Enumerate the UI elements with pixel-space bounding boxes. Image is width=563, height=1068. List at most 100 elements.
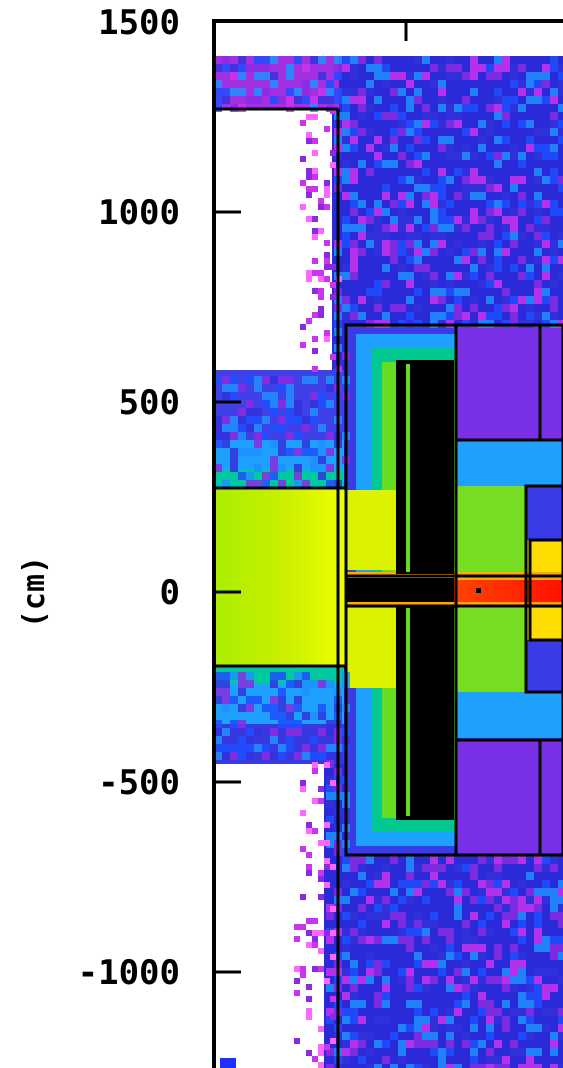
noise-pixel <box>470 216 478 224</box>
noise-pixel <box>510 64 518 72</box>
noise-pixel <box>382 904 390 912</box>
noise-pixel <box>446 64 454 72</box>
noise-pixel <box>470 128 478 136</box>
noise-pixel <box>286 376 294 384</box>
noise-pixel <box>262 432 270 440</box>
noise-pixel <box>478 192 486 200</box>
noise-pixel <box>478 880 486 888</box>
heatmap-field <box>214 56 563 1068</box>
noise-pixel <box>358 1016 366 1024</box>
noise-pixel <box>454 880 462 888</box>
noise-pixel <box>406 80 414 88</box>
noise-pixel <box>214 688 222 696</box>
noise-pixel <box>326 1048 334 1056</box>
noise-pixel <box>350 248 358 256</box>
edge-speckle <box>318 930 324 936</box>
noise-pixel <box>430 960 438 968</box>
noise-pixel <box>294 448 302 456</box>
noise-pixel <box>470 952 478 960</box>
noise-pixel <box>542 896 550 904</box>
noise-pixel <box>494 200 502 208</box>
noise-pixel <box>238 688 246 696</box>
noise-pixel <box>526 296 534 304</box>
noise-pixel <box>310 376 318 384</box>
noise-pixel <box>326 832 334 840</box>
noise-pixel <box>430 1048 438 1056</box>
noise-pixel <box>470 896 478 904</box>
noise-pixel <box>494 56 502 64</box>
noise-pixel <box>534 904 542 912</box>
noise-pixel <box>382 1016 390 1024</box>
noise-pixel <box>302 416 310 424</box>
noise-pixel <box>390 224 398 232</box>
noise-pixel <box>318 448 326 456</box>
noise-pixel <box>358 928 366 936</box>
edge-speckle <box>294 990 300 996</box>
noise-pixel <box>414 96 422 104</box>
noise-pixel <box>558 888 563 896</box>
noise-pixel <box>358 904 366 912</box>
edge-speckle <box>318 840 324 846</box>
noise-pixel <box>230 752 238 760</box>
edge-speckle <box>300 786 306 792</box>
noise-pixel <box>502 64 510 72</box>
noise-pixel <box>310 96 318 104</box>
noise-pixel <box>398 896 406 904</box>
noise-pixel <box>382 872 390 880</box>
noise-pixel <box>342 1056 350 1064</box>
noise-pixel <box>270 704 278 712</box>
noise-pixel <box>318 56 326 64</box>
noise-pixel <box>518 856 526 864</box>
noise-pixel <box>462 1000 470 1008</box>
noise-pixel <box>550 144 558 152</box>
noise-pixel <box>358 56 366 64</box>
noise-pixel <box>430 192 438 200</box>
noise-pixel <box>254 72 262 80</box>
noise-pixel <box>326 936 334 944</box>
noise-pixel <box>534 936 542 944</box>
noise-pixel <box>286 64 294 72</box>
noise-pixel <box>350 208 358 216</box>
noise-pixel <box>238 88 246 96</box>
noise-pixel <box>222 88 230 96</box>
noise-pixel <box>294 400 302 408</box>
noise-pixel <box>478 928 486 936</box>
noise-pixel <box>414 160 422 168</box>
noise-pixel <box>358 856 366 864</box>
noise-pixel <box>358 1000 366 1008</box>
y-tick-label: -1000 <box>78 953 180 993</box>
edge-speckle <box>324 258 330 264</box>
noise-pixel <box>342 1040 350 1048</box>
noise-pixel <box>246 448 254 456</box>
edge-speckle <box>330 354 336 360</box>
noise-pixel <box>486 1024 494 1032</box>
noise-pixel <box>374 208 382 216</box>
noise-pixel <box>558 104 563 112</box>
noise-pixel <box>502 1056 510 1064</box>
noise-pixel <box>550 152 558 160</box>
noise-pixel <box>222 728 230 736</box>
noise-pixel <box>214 80 222 88</box>
noise-pixel <box>454 216 462 224</box>
noise-pixel <box>230 88 238 96</box>
noise-pixel <box>486 216 494 224</box>
noise-pixel <box>398 272 406 280</box>
noise-pixel <box>222 392 230 400</box>
noise-pixel <box>310 680 318 688</box>
noise-pixel <box>438 240 446 248</box>
noise-pixel <box>462 888 470 896</box>
edge-speckle <box>324 882 330 888</box>
noise-pixel <box>366 104 374 112</box>
noise-pixel <box>518 176 526 184</box>
noise-pixel <box>390 128 398 136</box>
noise-pixel <box>494 1008 502 1016</box>
noise-pixel <box>422 56 430 64</box>
noise-pixel <box>398 880 406 888</box>
noise-pixel <box>510 144 518 152</box>
noise-pixel <box>342 64 350 72</box>
noise-pixel <box>414 264 422 272</box>
noise-pixel <box>414 56 422 64</box>
noise-pixel <box>526 1008 534 1016</box>
noise-pixel <box>358 976 366 984</box>
noise-pixel <box>414 1000 422 1008</box>
